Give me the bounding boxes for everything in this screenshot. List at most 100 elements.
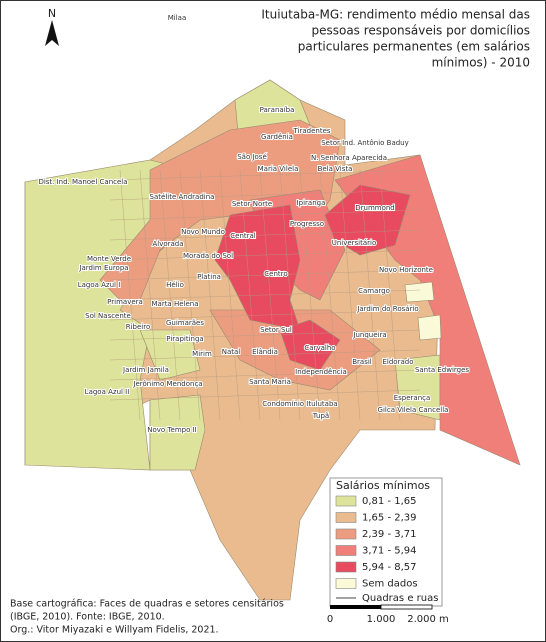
street	[109, 249, 421, 261]
neighborhood-label: Morada do Sol	[183, 252, 233, 260]
legend-label: 2,39 - 3,71	[362, 529, 417, 540]
street	[239, 169, 261, 421]
sector	[324, 184, 411, 256]
neighborhood-label: Maria Vilela	[258, 165, 299, 173]
legend-swatch	[335, 512, 357, 523]
neighborhood-label: Setor Norte	[232, 200, 272, 208]
neighborhood-label: Drummond	[355, 204, 395, 212]
street	[199, 169, 221, 421]
scale-label: 2.000 m	[407, 614, 449, 625]
street	[159, 169, 181, 421]
neighborhood-label: Junqueira	[352, 331, 386, 339]
legend-swatch	[335, 528, 357, 540]
neighborhood-label: Condomínio Itulutaba	[262, 400, 337, 408]
sector	[99, 119, 341, 301]
north-label: N	[48, 7, 56, 20]
neighborhood-label: Santa Maria	[249, 378, 291, 386]
neighborhood-label: Brasil	[352, 358, 372, 366]
street	[109, 369, 421, 381]
neighborhood-label: Lagoa Azul I	[78, 281, 121, 289]
street	[109, 289, 421, 301]
title-line: particulares permanentes (em salários	[298, 40, 530, 54]
neighborhood-label: Setor Sul	[260, 326, 292, 334]
street	[119, 169, 141, 421]
title-line: Ituiutaba-MG: rendimento médio mensal da…	[261, 8, 530, 22]
legend-swatch	[335, 578, 357, 589]
neighborhood-label: Novo Mundo	[181, 228, 225, 236]
legend-label: 0,81 - 1,65	[362, 496, 417, 507]
street	[109, 269, 421, 281]
neighborhood-label: Jardim do Rosário	[356, 305, 418, 313]
street	[109, 229, 421, 241]
street	[179, 169, 201, 421]
neighborhood-label: Jerônimo Mendonça	[132, 380, 202, 388]
title-line: mínimos) - 2010	[432, 56, 530, 70]
scale-bar	[380, 604, 433, 610]
neighborhood-label: Pirapitinga	[166, 335, 203, 343]
street	[109, 189, 421, 201]
legend-label: Sem dados	[362, 579, 418, 590]
sector	[417, 314, 442, 341]
neighborhood-label: Mirim	[192, 350, 212, 358]
neighborhood-label: Esperança	[394, 394, 431, 402]
neighborhood-label: Monte Verde	[87, 255, 131, 263]
neighborhood-label: Central	[230, 232, 256, 240]
neighborhood-label: Jardim Europa	[78, 264, 128, 272]
scale-label: 0	[327, 614, 333, 625]
neighborhood-label: Satélite Andradina	[150, 193, 215, 201]
neighborhood-label: Centro	[264, 270, 287, 278]
street	[339, 169, 361, 421]
neighborhood-label: Hélio	[166, 281, 184, 289]
sector	[139, 329, 201, 381]
credit-line: (IBGE, 2010). Fonte: IBGE, 2010.	[10, 612, 165, 623]
neighborhood-label: Carvalho	[304, 344, 335, 352]
neighborhood-label: Independência	[295, 368, 347, 376]
neighborhood-label: Marta Helena	[151, 300, 198, 308]
neighborhood-label: Milaa	[168, 14, 187, 22]
street	[109, 329, 421, 341]
street	[279, 169, 301, 421]
street	[219, 169, 241, 421]
neighborhood-label: Gilca Vilela Cancella	[378, 406, 449, 414]
street	[109, 209, 421, 221]
neighborhood-label: Novo Tempo II	[147, 426, 196, 434]
street	[109, 349, 421, 361]
legend-swatch	[335, 495, 357, 507]
street	[109, 169, 421, 181]
street	[109, 389, 421, 401]
legend-label: 1,65 - 2,39	[362, 513, 417, 524]
legend-label: 3,71 - 5,94	[362, 546, 417, 557]
neighborhood-label: Elândia	[252, 348, 278, 356]
neighborhood-label: Primavera	[107, 298, 143, 306]
scale-bar	[330, 605, 381, 609]
neighborhood-label: Santa Edwirges	[415, 366, 469, 374]
neighborhood-label: Ribeiro	[126, 323, 151, 331]
street	[319, 169, 341, 421]
title-line: pessoas responsáveis por domicílios	[311, 24, 530, 38]
legend: 0,81 - 1,65 1,65 - 2,39 2,39 - 3,71 3,71 - …	[335, 495, 418, 590]
legend-title: Salários mínimos	[336, 479, 430, 492]
neighborhood-label: Natal	[222, 348, 241, 356]
neighborhood-label: Universitário	[332, 239, 377, 247]
title: Ituiutaba-MG: rendimento médio mensal da…	[261, 8, 530, 70]
neighborhood-label: Platina	[197, 273, 221, 281]
sector	[404, 281, 435, 303]
neighborhood-label: Alvorada	[152, 240, 183, 248]
street	[299, 169, 321, 421]
neighborhood-label: Bela Vista	[318, 165, 353, 173]
scale: 0 1.000 2.000 m	[327, 614, 449, 625]
street	[379, 169, 401, 421]
neighborhood-label: Lagoa Azul II	[85, 388, 130, 396]
credits: Base cartográfica: Faces de quadras e se…	[10, 599, 284, 636]
neighborhood-label: N. Senhora Aparecida	[311, 154, 387, 162]
neighborhood-label: Ipiranga	[297, 199, 326, 207]
neighborhood-label: Setor Ind. Antônio Baduy	[321, 139, 409, 147]
credit-line: Org.: Vitor Miyazaki e Willyam Fidelis, …	[10, 625, 219, 636]
neighborhood-label: Eldorado	[383, 358, 414, 366]
neighborhood-label: Camargo	[358, 287, 390, 295]
street	[109, 309, 421, 321]
neighborhood-label: Sol Nascente	[85, 312, 131, 320]
neighborhood-label: Tupã	[312, 412, 329, 420]
neighborhood-label: Gardênia	[261, 133, 293, 141]
